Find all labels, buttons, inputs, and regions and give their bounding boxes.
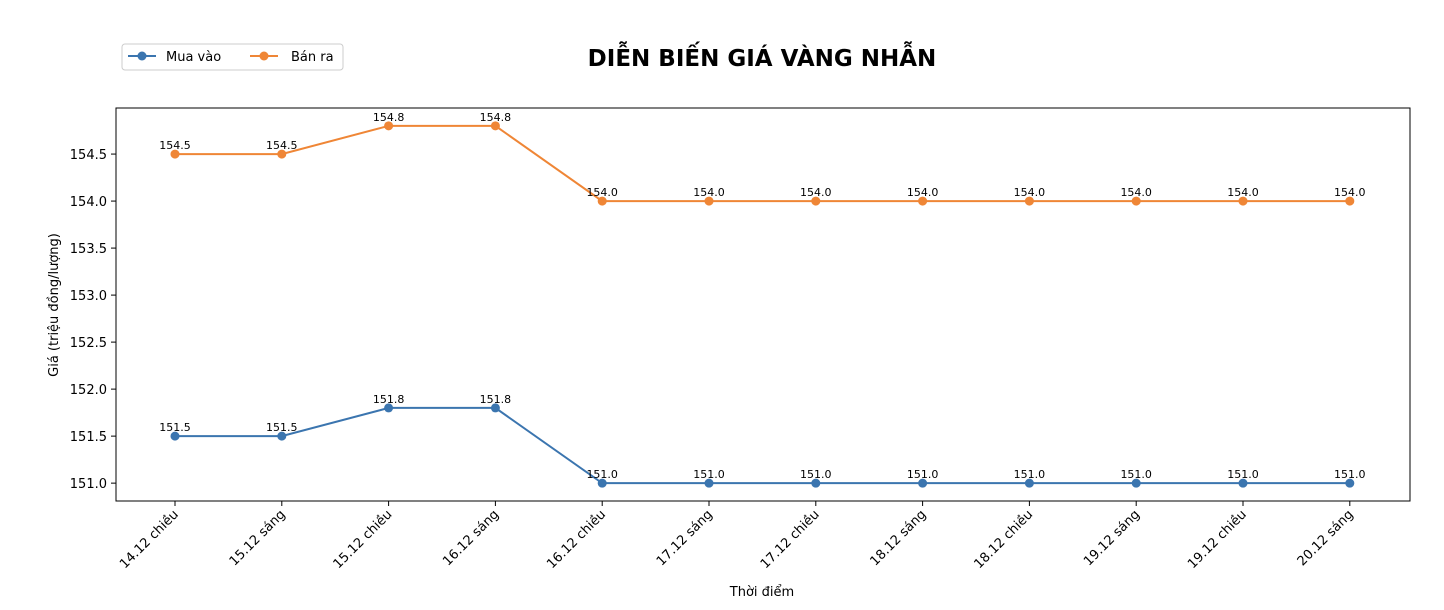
data-point-ban-ra: [1238, 196, 1248, 206]
data-point-mua-vao: [384, 403, 394, 413]
data-point-ban-ra: [1024, 196, 1034, 206]
x-tick-label: 16.12 chiều: [544, 507, 609, 572]
data-point-ban-ra: [1131, 196, 1141, 206]
series-mua-vao: 151.5 151.5 151.8 151.8 151.0 151.0 151.0 151.0…: [159, 393, 1366, 488]
y-tick-label: 154.0: [70, 195, 107, 210]
legend-marker-mua-vao: [137, 51, 147, 61]
data-label-ban-ra: 154.0: [1334, 186, 1366, 199]
data-label-mua-vao: 151.0: [1120, 468, 1152, 481]
series-ban-ra: 154.5 154.5 154.8 154.8 154.0 154.0 154.0 154.0…: [159, 111, 1366, 206]
data-point-mua-vao: [490, 403, 500, 413]
x-tick-label: 19.12 chiều: [1185, 507, 1250, 572]
data-point-ban-ra: [384, 121, 394, 131]
data-point-ban-ra: [490, 121, 500, 131]
data-point-mua-vao: [1238, 478, 1248, 488]
y-tick-label: 153.0: [70, 289, 107, 304]
x-tick-label: 15.12 chiều: [331, 507, 396, 572]
data-point-ban-ra: [811, 196, 821, 206]
data-label-mua-vao: 151.0: [1334, 468, 1366, 481]
legend: Mua vào Bán ra: [121, 43, 344, 71]
y-tick-label: 152.0: [70, 383, 107, 398]
chart-title: DIỄN BIẾN GIÁ VÀNG NHẪN: [588, 41, 937, 72]
data-label-ban-ra: 154.0: [1227, 186, 1259, 199]
y-tick-label: 152.5: [70, 336, 107, 351]
data-label-mua-vao: 151.8: [373, 393, 405, 406]
data-point-ban-ra: [277, 149, 287, 159]
data-point-mua-vao: [597, 478, 607, 488]
legend-label-ban-ra: Bán ra: [291, 50, 334, 65]
data-label-ban-ra: 154.0: [907, 186, 939, 199]
y-axis-label: Giá (triệu đồng/lượng): [47, 233, 62, 377]
data-label-mua-vao: 151.0: [907, 468, 939, 481]
x-axis-label: Thời điểm: [729, 585, 794, 600]
data-point-mua-vao: [170, 431, 180, 441]
data-label-ban-ra: 154.0: [800, 186, 832, 199]
data-label-ban-ra: 154.0: [1120, 186, 1152, 199]
data-label-ban-ra: 154.0: [586, 186, 618, 199]
data-label-mua-vao: 151.0: [693, 468, 725, 481]
data-point-ban-ra: [597, 196, 607, 206]
data-label-ban-ra: 154.8: [480, 111, 512, 124]
data-point-ban-ra: [704, 196, 714, 206]
x-tick-label: 19.12 sáng: [1081, 507, 1143, 569]
y-tick-label: 151.0: [70, 477, 107, 492]
x-tick-label: 16.12 sáng: [440, 507, 502, 569]
data-label-ban-ra: 154.5: [266, 139, 298, 152]
data-label-ban-ra: 154.5: [159, 139, 191, 152]
y-axis: 151.0 151.5 152.0 152.5 153.0 153.5 154.0 154.5: [70, 148, 116, 492]
data-point-ban-ra: [1345, 196, 1355, 206]
data-label-mua-vao: 151.0: [800, 468, 832, 481]
x-tick-label: 17.12 chiều: [758, 507, 823, 572]
x-tick-label: 18.12 chiều: [971, 507, 1036, 572]
x-tick-label: 18.12 sáng: [867, 507, 929, 569]
data-point-mua-vao: [1131, 478, 1141, 488]
data-point-ban-ra: [918, 196, 928, 206]
data-label-mua-vao: 151.0: [1014, 468, 1046, 481]
data-label-mua-vao: 151.5: [266, 421, 298, 434]
data-label-ban-ra: 154.0: [1014, 186, 1046, 199]
data-point-mua-vao: [811, 478, 821, 488]
data-point-mua-vao: [1345, 478, 1355, 488]
data-label-mua-vao: 151.0: [586, 468, 618, 481]
data-point-ban-ra: [170, 149, 180, 159]
data-point-mua-vao: [704, 478, 714, 488]
data-point-mua-vao: [918, 478, 928, 488]
series-line-mua-vao: [175, 406, 1350, 485]
y-tick-label: 151.5: [70, 430, 107, 445]
data-label-ban-ra: 154.8: [373, 111, 405, 124]
x-tick-label: 17.12 sáng: [654, 507, 716, 569]
data-point-mua-vao: [277, 431, 287, 441]
series-line-ban-ra: [175, 124, 1350, 203]
legend-marker-ban-ra: [259, 51, 269, 61]
legend-frame: [121, 43, 344, 71]
x-axis: 14.12 chiều 15.12 sáng 15.12 chiều 16.12 sá…: [117, 501, 1357, 572]
data-point-mua-vao: [1024, 478, 1034, 488]
x-tick-label: 14.12 chiều: [117, 507, 182, 572]
data-label-ban-ra: 154.0: [693, 186, 725, 199]
series-layer: 151.5 151.5 151.8 151.8 151.0 151.0 151.0 151.0…: [159, 111, 1366, 488]
legend-label-mua-vao: Mua vào: [166, 50, 221, 65]
y-tick-label: 153.5: [70, 242, 107, 257]
x-tick-label: 15.12 sáng: [227, 507, 289, 569]
y-tick-label: 154.5: [70, 148, 107, 163]
data-label-mua-vao: 151.0: [1227, 468, 1259, 481]
plot-area-frame: [115, 107, 1411, 502]
data-label-mua-vao: 151.8: [480, 393, 512, 406]
x-tick-label: 20.12 sáng: [1295, 507, 1357, 569]
data-label-mua-vao: 151.5: [159, 421, 191, 434]
